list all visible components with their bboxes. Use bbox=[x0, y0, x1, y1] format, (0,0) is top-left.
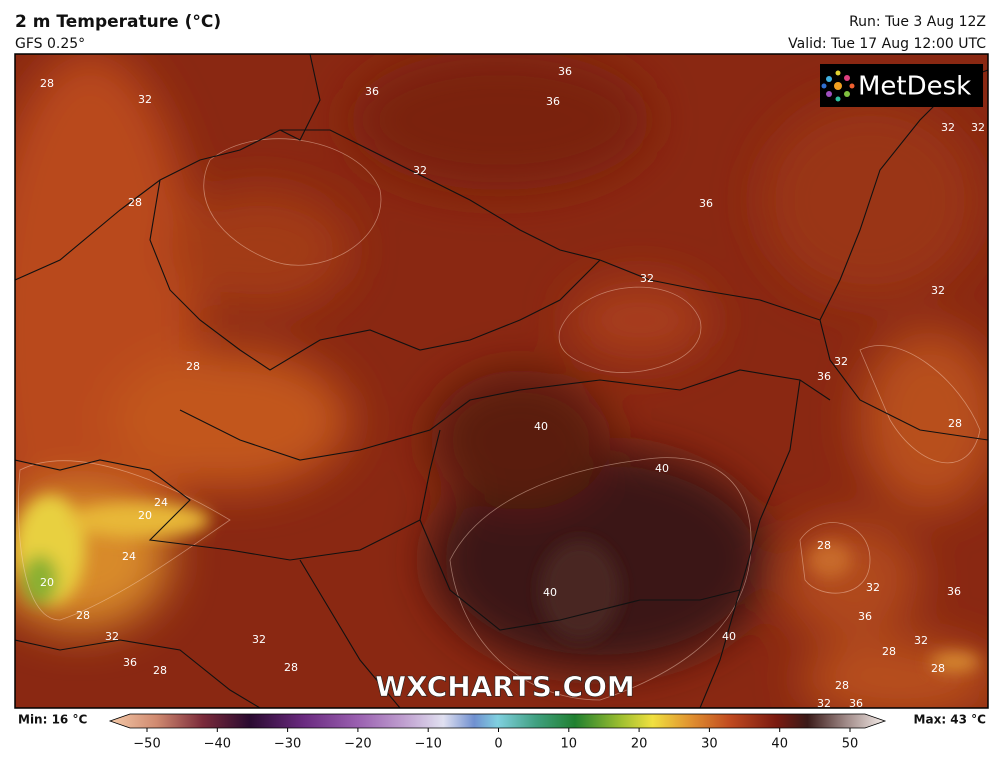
contour-label: 32 bbox=[914, 634, 928, 647]
contour-label: 28 bbox=[76, 609, 90, 622]
logo-box bbox=[820, 64, 983, 107]
contour-label: 32 bbox=[817, 697, 831, 710]
contour-label: 36 bbox=[546, 95, 560, 108]
contour-label: 36 bbox=[817, 370, 831, 383]
contour-label: 40 bbox=[534, 420, 548, 433]
contour-label: 28 bbox=[186, 360, 200, 373]
contour-label: 28 bbox=[931, 662, 945, 675]
logo-text: MetDesk bbox=[858, 72, 971, 102]
colorbar-tick-label: −10 bbox=[414, 737, 441, 752]
colorbar-tick-label: 20 bbox=[631, 737, 648, 752]
colorbar-min: Min: 16 °C bbox=[18, 713, 87, 727]
contour-label: 28 bbox=[153, 664, 167, 677]
contour-label: 28 bbox=[835, 679, 849, 692]
contour-label: 32 bbox=[971, 121, 985, 134]
colorbar-tick-label: 10 bbox=[561, 737, 578, 752]
contour-label: 36 bbox=[123, 656, 137, 669]
contour-label: 28 bbox=[817, 539, 831, 552]
contour-label: 36 bbox=[858, 610, 872, 623]
colorbar-tick-label: 50 bbox=[842, 737, 859, 752]
contour-label: 36 bbox=[699, 197, 713, 210]
contour-label: 20 bbox=[138, 509, 152, 522]
contour-label: 32 bbox=[252, 633, 266, 646]
contour-label: 36 bbox=[365, 85, 379, 98]
contour-label: 20 bbox=[40, 576, 54, 589]
colorbar-max: Max: 43 °C bbox=[914, 713, 987, 727]
contour-label: 32 bbox=[931, 284, 945, 297]
colorbar-tick-label: −20 bbox=[344, 737, 371, 752]
contour-label: 32 bbox=[413, 164, 427, 177]
contour-label: 40 bbox=[722, 630, 736, 643]
contour-label: 28 bbox=[40, 77, 54, 90]
colorbar-scale bbox=[108, 713, 887, 729]
contour-label: 36 bbox=[849, 697, 863, 710]
contour-label: 28 bbox=[128, 196, 142, 209]
model: GFS 0.25° bbox=[15, 36, 85, 52]
colorbar-tick-label: 30 bbox=[701, 737, 718, 752]
watermark: WXCHARTS.COM bbox=[375, 670, 635, 703]
contour-label: 28 bbox=[948, 417, 962, 430]
colorbar: Min: 16 °C Max: 43 °C −50 −40 −30 −20 −10 0 10… bbox=[18, 713, 986, 752]
contour-label: 32 bbox=[866, 581, 880, 594]
colorbar-tick-label: 0 bbox=[494, 737, 502, 752]
title: 2 m Temperature (°C) bbox=[15, 12, 221, 32]
contour-label: 32 bbox=[834, 355, 848, 368]
run-time: Run: Tue 3 Aug 12Z bbox=[849, 14, 986, 30]
contour-label: 32 bbox=[105, 630, 119, 643]
colorbar-tick-label: −30 bbox=[274, 737, 301, 752]
contour-label: 32 bbox=[941, 121, 955, 134]
colorbar-tick-label: −50 bbox=[133, 737, 160, 752]
colorbar-tick-label: −40 bbox=[204, 737, 231, 752]
contour-label: 24 bbox=[154, 496, 168, 509]
contour-label: 24 bbox=[122, 550, 136, 563]
logo-icon bbox=[821, 70, 855, 102]
map bbox=[15, 54, 988, 708]
colorbar-tick-label: 40 bbox=[771, 737, 788, 752]
contour-label: 32 bbox=[640, 272, 654, 285]
contour-label: 36 bbox=[558, 65, 572, 78]
contour-label: 28 bbox=[284, 661, 298, 674]
map-frame bbox=[14, 53, 989, 709]
contour-label: 40 bbox=[543, 586, 557, 599]
contour-label: 40 bbox=[655, 462, 669, 475]
contour-label: 32 bbox=[138, 93, 152, 106]
contour-label: 36 bbox=[947, 585, 961, 598]
contour-label: 28 bbox=[882, 645, 896, 658]
valid-time: Valid: Tue 17 Aug 12:00 UTC bbox=[788, 36, 986, 52]
